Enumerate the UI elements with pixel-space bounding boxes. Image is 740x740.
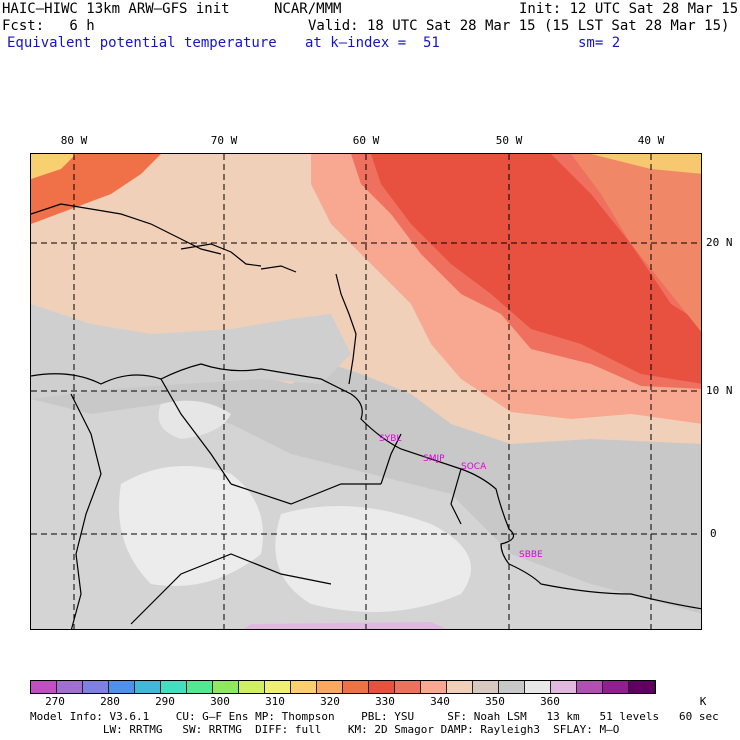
nw-yellow <box>31 154 76 179</box>
colorbar-swatch <box>577 681 603 693</box>
level-label: at k–index = 51 <box>305 35 440 51</box>
lon-label-40w: 40 W <box>637 134 665 147</box>
model-info-line1: Model Info: V3.6.1 CU: G–F Ens MP: Thomp… <box>30 710 719 723</box>
colorbar-label: 280 <box>100 695 120 708</box>
colorbar-swatch <box>551 681 577 693</box>
forecast-hour: Fcst: 6 h <box>2 18 95 34</box>
field-name: Equivalent potential temperature <box>7 35 277 51</box>
colorbar-swatch <box>343 681 369 693</box>
colorbar-swatch <box>213 681 239 693</box>
colorbar-swatch <box>473 681 499 693</box>
colorbar-swatch <box>525 681 551 693</box>
yellow-ne <box>591 154 701 174</box>
org-label: NCAR/MMM <box>274 1 342 17</box>
lat-label-20n: 20 N <box>706 236 733 249</box>
colorbar-label: 270 <box>45 695 65 708</box>
colorbar-label: 310 <box>265 695 285 708</box>
colorbar-swatch <box>395 681 421 693</box>
lat-label-10n: 10 N <box>706 384 733 397</box>
lon-label-50w: 50 W <box>495 134 523 147</box>
coastlines <box>31 203 701 629</box>
colorbar-swatch <box>369 681 395 693</box>
colorbar-swatch <box>421 681 447 693</box>
station-label: SOCA <box>461 462 487 472</box>
colorbar-swatch <box>603 681 629 693</box>
colorbar-swatch <box>291 681 317 693</box>
colorbar-swatch <box>135 681 161 693</box>
theta-e-map: SYBL SMJP SOCA SBBE <box>30 153 702 630</box>
colorbar-swatch <box>239 681 265 693</box>
white-region <box>158 400 231 439</box>
gray-tongue <box>31 304 351 399</box>
colorbar-label: 290 <box>155 695 175 708</box>
colorbar-swatch <box>499 681 525 693</box>
colorbar-swatch <box>161 681 187 693</box>
colorbar-swatch <box>109 681 135 693</box>
colorbar-swatch <box>317 681 343 693</box>
colorbar-swatch <box>629 681 655 693</box>
colorbar-label: 340 <box>430 695 450 708</box>
lon-label-60w: 60 W <box>352 134 380 147</box>
model-info-line2: LW: RRTMG SW: RRTMG DIFF: full KM: 2D Sm… <box>30 723 620 736</box>
smoothing-label: sm= 2 <box>578 35 621 51</box>
station-label: SYBL <box>379 434 401 444</box>
colorbar-swatch <box>187 681 213 693</box>
valid-time: Valid: 18 UTC Sat 28 Mar 15 (15 LST Sat … <box>308 18 730 34</box>
colorbar-label: 320 <box>320 695 340 708</box>
colorbar-swatch <box>31 681 57 693</box>
colorbar-label: 330 <box>375 695 395 708</box>
red-core-inner <box>371 154 701 384</box>
init-time: Init: 12 UTC Sat 28 Mar 15 <box>519 1 739 17</box>
colorbar-swatch <box>57 681 83 693</box>
model-title: HAIC–HIWC 13km ARW–GFS init <box>2 1 230 17</box>
colorbar-label: K <box>699 695 707 708</box>
lon-label-80w: 80 W <box>60 134 88 147</box>
graticule <box>31 154 701 629</box>
colorbar-swatch <box>265 681 291 693</box>
colorbar-swatch <box>83 681 109 693</box>
colorbar-swatch <box>447 681 473 693</box>
colorbar-label: 300 <box>210 695 230 708</box>
station-label: SMJP <box>423 454 445 464</box>
colorbar <box>30 680 656 694</box>
station-label: SBBE <box>519 550 543 560</box>
white-region <box>275 506 471 612</box>
mauve-strip <box>243 622 447 629</box>
colorbar-label: 350 <box>485 695 505 708</box>
nw-warm <box>31 154 161 224</box>
lon-label-70w: 70 W <box>210 134 238 147</box>
colorbar-label: 360 <box>540 695 560 708</box>
lat-label-0: 0 <box>710 527 717 540</box>
